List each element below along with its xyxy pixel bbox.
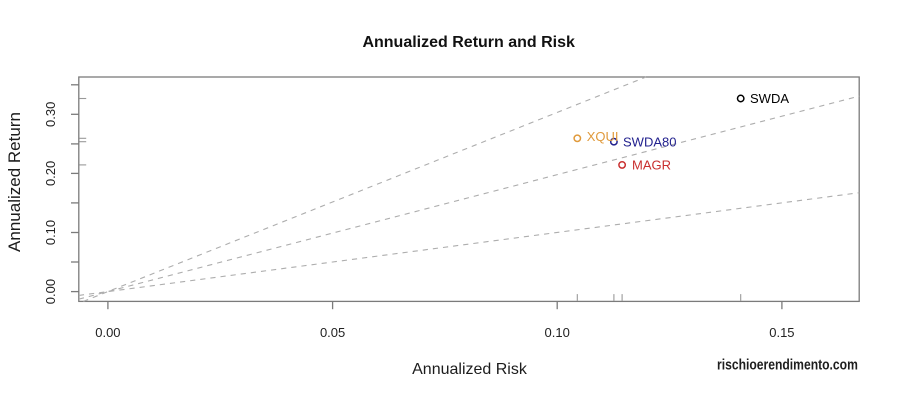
svg-text:Annualized Return: Annualized Return — [5, 112, 24, 252]
svg-text:0.00: 0.00 — [43, 279, 58, 304]
svg-text:0.30: 0.30 — [43, 102, 58, 127]
svg-text:0.15: 0.15 — [769, 325, 794, 340]
svg-text:0.20: 0.20 — [43, 161, 58, 186]
svg-text:0.05: 0.05 — [320, 325, 345, 340]
svg-text:MAGR: MAGR — [632, 158, 671, 173]
svg-text:0.10: 0.10 — [43, 220, 58, 245]
svg-text:Annualized Return and Risk: Annualized Return and Risk — [362, 34, 575, 51]
svg-text:rischioerendimento.com: rischioerendimento.com — [717, 356, 858, 372]
svg-text:SWDA: SWDA — [750, 91, 789, 106]
svg-text:Annualized Risk: Annualized Risk — [412, 361, 528, 378]
svg-text:0.00: 0.00 — [95, 325, 120, 340]
svg-text:0.10: 0.10 — [545, 325, 570, 340]
svg-text:XQUI: XQUI — [587, 129, 619, 144]
svg-text:SWDA80: SWDA80 — [623, 134, 676, 149]
